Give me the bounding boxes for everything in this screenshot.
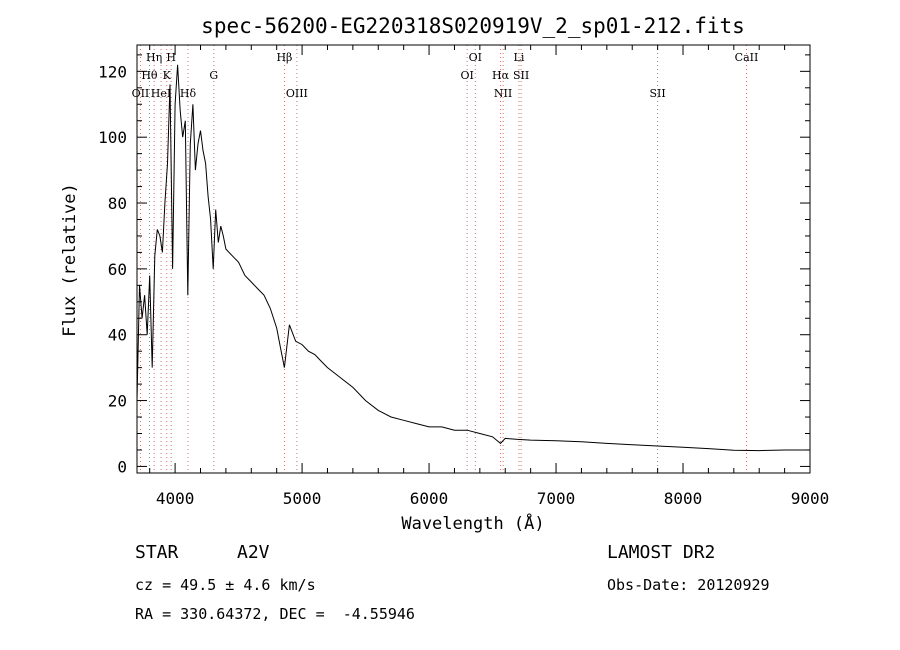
spectral-line-label: SII (513, 69, 529, 82)
x-tick-label: 4000 (156, 489, 195, 508)
spectral-line-label: H (166, 51, 176, 64)
y-tick-label: 0 (117, 457, 127, 476)
spectral-line-label: HeI (151, 87, 171, 100)
y-tick-label: 120 (98, 62, 127, 81)
plot-frame (136, 44, 811, 474)
spectral-line-label: OIII (286, 87, 308, 100)
spectral-line-label: K (163, 69, 172, 82)
redshift-velocity: cz = 49.5 ± 4.6 km/s (135, 576, 316, 594)
spectral-line-label: SII (650, 87, 666, 100)
spectral-line-label: OI (460, 69, 473, 82)
spectral-line-label: G (209, 69, 218, 82)
x-axis-label: Wavelength (Å) (401, 512, 544, 534)
spectral-line-label: Hβ (276, 51, 292, 64)
x-tick-label: 5000 (283, 489, 322, 508)
spectral-line-markers (139, 45, 748, 473)
sky-coordinates: RA = 330.64372, DEC = -4.55946 (135, 605, 415, 623)
spectral-line-label: CaII (735, 51, 759, 64)
y-tick-label: 80 (108, 194, 127, 213)
observation-date: Obs-Date: 20120929 (607, 576, 770, 594)
x-axis-ticks: 4000 5000 6000 7000 8000 9000 (149, 45, 830, 508)
spectral-line-label: Hα (492, 69, 510, 82)
chart-title: spec-56200-EG220318S020919V_2_sp01-212.f… (201, 14, 745, 38)
y-axis-ticks: 0 20 40 60 80 100 120 (98, 54, 810, 476)
y-tick-label: 60 (108, 260, 127, 279)
spectral-line-label: Li (514, 51, 525, 64)
y-tick-label: 100 (98, 128, 127, 147)
spectral-subclass: A2V (237, 542, 270, 563)
spectral-line-label: Hθ (141, 69, 158, 82)
spectral-line-label: OI (469, 51, 482, 64)
x-tick-label: 6000 (410, 489, 449, 508)
object-class: STAR (135, 542, 179, 563)
survey-name: LAMOST DR2 (607, 542, 716, 563)
spectral-line-labels: OII Hθ Hη HeI KH Hδ G Hβ OIII OI OI Hα NII Li SII SII Ca… (132, 51, 759, 100)
y-axis-label: Flux (relative) (60, 183, 80, 337)
x-tick-label: 7000 (537, 489, 576, 508)
flux-spectrum-line (136, 64, 810, 452)
y-tick-label: 20 (108, 392, 127, 411)
spectral-line-label: Hη (146, 51, 162, 64)
spectral-line-label: Hδ (180, 87, 197, 100)
x-tick-label: 9000 (791, 489, 830, 508)
spectral-line-label: OII (132, 87, 150, 100)
x-tick-label: 8000 (664, 489, 703, 508)
spectral-line-label: NII (494, 87, 512, 100)
y-tick-label: 40 (108, 326, 127, 345)
